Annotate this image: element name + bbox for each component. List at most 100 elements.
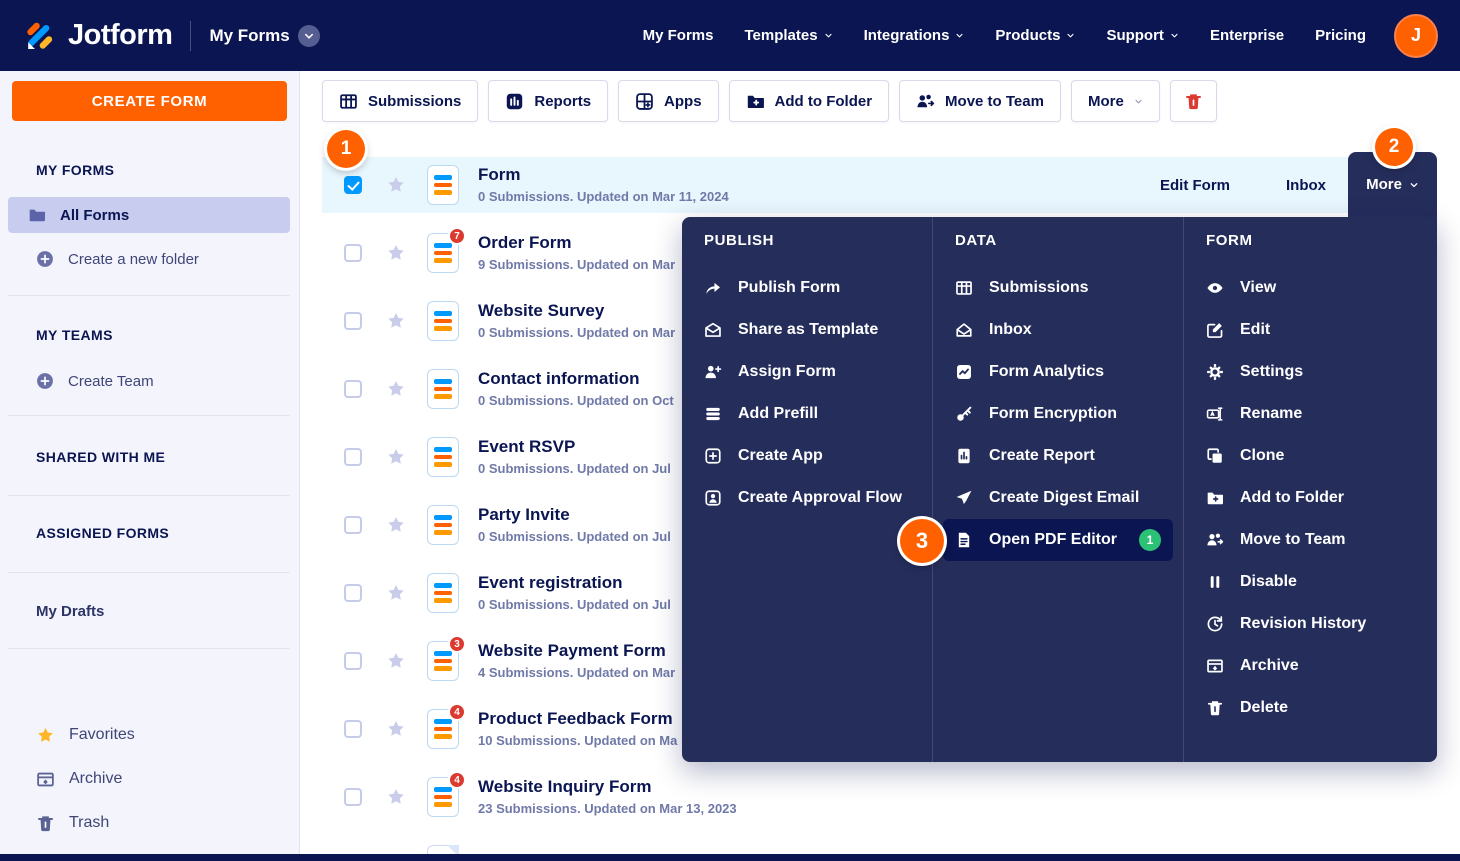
star-icon[interactable] [386,447,406,467]
menu-item-add-prefill[interactable]: Add Prefill [682,393,932,435]
row-checkbox[interactable] [344,312,362,330]
star-icon[interactable] [386,243,406,263]
row-checkbox[interactable] [344,448,362,466]
form-title[interactable]: Website Payment Form [478,641,666,660]
add-to-folder-button[interactable]: Add to Folder [728,80,890,122]
menu-item-create-report[interactable]: Create Report [933,435,1183,477]
form-title[interactable]: Party Invite [478,505,570,524]
menu-item-delete[interactable]: Delete [1184,687,1437,729]
star-icon[interactable] [386,515,406,535]
menu-item-submissions[interactable]: Submissions [933,267,1183,309]
form-title[interactable]: Order Form [478,233,572,252]
menu-item-clone[interactable]: Clone [1184,435,1437,477]
sidebar-item-trash[interactable]: Trash [8,803,290,843]
form-title[interactable]: Product Feedback Form [478,709,673,728]
menu-item-form-analytics[interactable]: Form Analytics [933,351,1183,393]
menu-item-share-as-template[interactable]: Share as Template [682,309,932,351]
form-title[interactable]: Website Survey [478,301,605,320]
row-checkbox[interactable] [344,652,362,670]
menu-item-add-to-folder[interactable]: Add to Folder [1184,477,1437,519]
star-icon[interactable] [386,583,406,603]
row-checkbox[interactable] [344,584,362,602]
row-checkbox[interactable] [344,380,362,398]
menu-item-create-app[interactable]: Create App [682,435,932,477]
nav-item-pricing[interactable]: Pricing [1315,27,1366,44]
nav-item-templates[interactable]: Templates [744,27,832,44]
form-row-website-inquiry-form[interactable]: 4 Website Inquiry Form 23 Submissions. Upd… [322,769,1437,825]
form-row-event-registration[interactable]: Event registration 0 Submissions. Updated… [322,565,1437,621]
star-icon[interactable] [386,719,406,739]
workspace-switcher[interactable]: My Forms [209,24,320,47]
move-to-team-button[interactable]: Move to Team [899,80,1061,122]
reports-button[interactable]: Reports [488,80,609,122]
logo-wordmark[interactable]: Jotform [68,19,173,51]
menu-item-disable[interactable]: Disable [1184,561,1437,603]
form-title[interactable]: Website Inquiry Form [478,777,652,796]
form-subtitle: 0 Submissions. Updated on Jul [478,529,671,544]
star-icon[interactable] [386,787,406,807]
nav-item-integrations[interactable]: Integrations [864,27,965,44]
row-checkbox[interactable] [344,244,362,262]
row-checkbox[interactable] [344,516,362,534]
menu-item-move-to-team[interactable]: Move to Team [1184,519,1437,561]
submissions-button[interactable]: Submissions [322,80,479,122]
sidebar-item-favorites[interactable]: Favorites [8,715,290,755]
star-icon[interactable] [386,379,406,399]
menu-item-create-digest-email[interactable]: Create Digest Email [933,477,1183,519]
form-icon: 4 [427,703,466,749]
star-icon[interactable] [386,175,406,195]
star-icon[interactable] [386,311,406,331]
menu-item-revision-history[interactable]: Revision History [1184,603,1437,645]
menu-item-open-pdf-editor[interactable]: Open PDF Editor 1 [943,519,1173,561]
form-title[interactable]: Event RSVP [478,437,576,456]
row-checkbox[interactable] [344,788,362,806]
menu-item-create-approval-flow[interactable]: Create Approval Flow [682,477,932,519]
form-row-order-form[interactable]: 7 Order Form 9 Submissions. Updated on Mar [322,225,1437,281]
star-icon[interactable] [386,651,406,671]
sidebar-item-create-folder[interactable]: Create a new folder [8,239,290,279]
sidebar-item-archive[interactable]: Archive [8,759,290,799]
user-avatar[interactable]: J [1394,13,1438,58]
sidebar-item-create-team[interactable]: Create Team [8,361,290,401]
form-title[interactable]: Form [478,165,521,184]
row-checkbox[interactable] [344,176,362,194]
nav-item-support[interactable]: Support [1106,27,1179,44]
nav-item-my-forms[interactable]: My Forms [643,27,714,44]
row-more-button[interactable]: More [1348,152,1437,217]
menu-item-publish-form[interactable]: Publish Form [682,267,932,309]
sidebar-item-my-drafts[interactable]: My Drafts [36,602,105,620]
menu-item-settings[interactable]: Settings [1184,351,1437,393]
menu-item-rename[interactable]: Rename [1184,393,1437,435]
form-row-website-survey[interactable]: Website Survey 0 Submissions. Updated on … [322,293,1437,349]
form-row-event-rsvp[interactable]: Event RSVP 0 Submissions. Updated on Jul [322,429,1437,485]
delete-button[interactable] [1169,80,1217,122]
form-subtitle: 10 Submissions. Updated on Ma [478,733,678,748]
form-title[interactable]: Event registration [478,573,623,592]
more-button[interactable]: More [1070,80,1160,122]
form-row-product-feedback-form[interactable]: 4 Product Feedback Form 10 Submissions. Up… [322,701,1437,757]
sidebar-item-all-forms[interactable]: All Forms [8,197,290,233]
all-forms-label: All Forms [60,206,130,224]
form-row-website-payment-form[interactable]: 3 Website Payment Form 4 Submissions. Upda… [322,633,1437,689]
menu-item-form-encryption[interactable]: Form Encryption [933,393,1183,435]
jotform-logo-icon[interactable] [22,18,58,54]
form-row-party-invite[interactable]: Party Invite 0 Submissions. Updated on Ju… [322,497,1437,553]
edit-form-link[interactable]: Edit Form [1160,176,1230,194]
create-form-button[interactable]: CREATE FORM [12,81,287,121]
menu-item-inbox[interactable]: Inbox [933,309,1183,351]
menu-item-edit[interactable]: Edit [1184,309,1437,351]
form-title[interactable]: Contact information [478,369,640,388]
assigned-forms-heading[interactable]: ASSIGNED FORMS [36,525,170,541]
form-row-form[interactable]: Form 0 Submissions. Updated on Mar 11, 20… [322,152,1437,217]
menu-item-assign-form[interactable]: Assign Form [682,351,932,393]
inbox-link[interactable]: Inbox [1286,176,1326,194]
shared-with-me-heading[interactable]: SHARED WITH ME [36,449,166,465]
row-checkbox[interactable] [344,720,362,738]
form-row-contact-information[interactable]: Contact information 0 Submissions. Update… [322,361,1437,417]
menu-item-view[interactable]: View [1184,267,1437,309]
menu-item-archive[interactable]: Archive [1184,645,1437,687]
nav-item-products[interactable]: Products [995,27,1075,44]
apps-button[interactable]: Apps [618,80,719,122]
nav-item-enterprise[interactable]: Enterprise [1210,27,1284,44]
chevron-down-icon[interactable] [297,24,320,47]
